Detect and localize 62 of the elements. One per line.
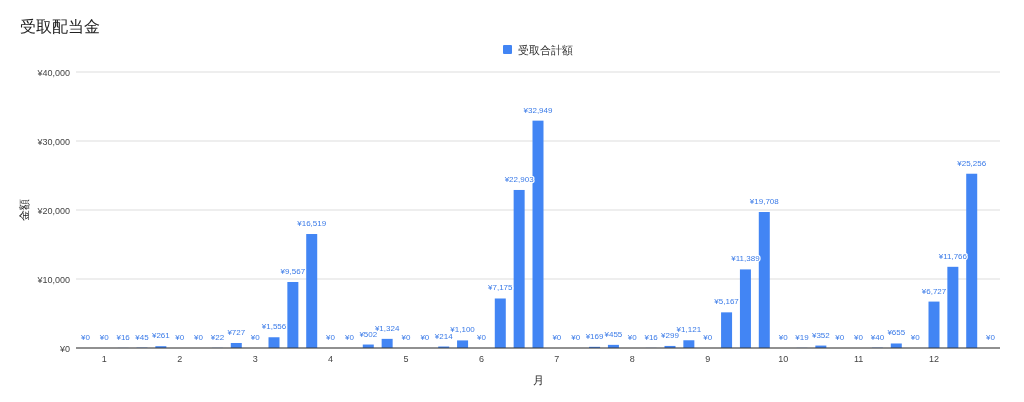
data-label: ¥0 bbox=[909, 333, 921, 342]
chart-title: 受取配当金 bbox=[20, 18, 100, 35]
data-label: ¥19,708 bbox=[748, 197, 780, 207]
data-label: ¥0 bbox=[98, 333, 110, 342]
data-label: ¥0 bbox=[343, 333, 355, 342]
x-tick-label: 9 bbox=[705, 354, 711, 364]
y-tick-label: ¥10,000 bbox=[36, 274, 70, 285]
data-label: ¥16,519 bbox=[296, 219, 327, 229]
data-label: ¥22 bbox=[209, 332, 225, 342]
data-label: ¥0 bbox=[626, 333, 638, 342]
legend-label: 受取合計額 bbox=[518, 44, 573, 56]
x-axis-title: 月 bbox=[532, 374, 544, 386]
y-axis-title: 金額 bbox=[18, 199, 30, 221]
data-label: ¥1,324 bbox=[373, 323, 400, 333]
x-tick-label: 3 bbox=[252, 354, 258, 364]
x-tick-label: 12 bbox=[928, 354, 940, 364]
data-label: ¥6,727 bbox=[920, 286, 947, 296]
y-tick-label: ¥40,000 bbox=[36, 67, 70, 78]
data-label: ¥40 bbox=[869, 332, 885, 342]
data-label: ¥0 bbox=[834, 333, 845, 342]
data-label: ¥0 bbox=[174, 333, 185, 342]
data-label: ¥5,167 bbox=[713, 297, 740, 307]
data-label: ¥0 bbox=[419, 333, 430, 342]
data-label: ¥19 bbox=[794, 332, 810, 342]
data-label: ¥261 bbox=[150, 331, 171, 341]
data-label: ¥16 bbox=[115, 332, 131, 342]
data-label: ¥0 bbox=[853, 333, 864, 342]
x-tick-label: 4 bbox=[328, 354, 334, 364]
data-label: ¥0 bbox=[702, 333, 713, 342]
x-tick-label: 2 bbox=[177, 354, 183, 364]
data-label: ¥0 bbox=[400, 333, 411, 342]
y-tick-label: ¥0 bbox=[58, 343, 70, 354]
data-label: ¥727 bbox=[226, 327, 246, 337]
data-label: ¥9,567 bbox=[279, 266, 306, 276]
x-tick-label: 5 bbox=[403, 354, 409, 364]
data-label: ¥455 bbox=[603, 329, 623, 339]
data-label: ¥169 bbox=[584, 331, 605, 341]
y-tick-label: ¥30,000 bbox=[36, 136, 70, 147]
data-label: ¥0 bbox=[475, 333, 487, 342]
data-label: ¥0 bbox=[249, 333, 261, 342]
x-tick-label: 10 bbox=[778, 354, 789, 364]
data-label: ¥0 bbox=[570, 333, 581, 342]
x-tick-label: 11 bbox=[853, 354, 864, 364]
x-tick-label: 6 bbox=[478, 354, 484, 364]
data-label: ¥0 bbox=[551, 333, 562, 342]
data-label: ¥45 bbox=[134, 332, 150, 342]
data-label: ¥1,556 bbox=[260, 322, 287, 332]
x-tick-label: 8 bbox=[629, 354, 635, 364]
data-label: ¥0 bbox=[193, 333, 204, 342]
data-label: ¥0 bbox=[777, 333, 789, 342]
data-label: ¥0 bbox=[325, 333, 336, 342]
data-label: ¥0 bbox=[79, 333, 91, 342]
data-label: ¥0 bbox=[985, 333, 996, 342]
x-tick-label: 1 bbox=[101, 354, 107, 364]
x-tick-label: 7 bbox=[554, 354, 560, 364]
y-tick-label: ¥20,000 bbox=[36, 205, 70, 216]
data-label: ¥352 bbox=[810, 330, 831, 340]
data-label: ¥32,949 bbox=[522, 105, 554, 115]
data-label: ¥655 bbox=[886, 328, 906, 338]
data-label: ¥16 bbox=[643, 332, 659, 342]
data-label: ¥7,175 bbox=[487, 283, 514, 293]
data-label: ¥25,256 bbox=[956, 158, 987, 168]
